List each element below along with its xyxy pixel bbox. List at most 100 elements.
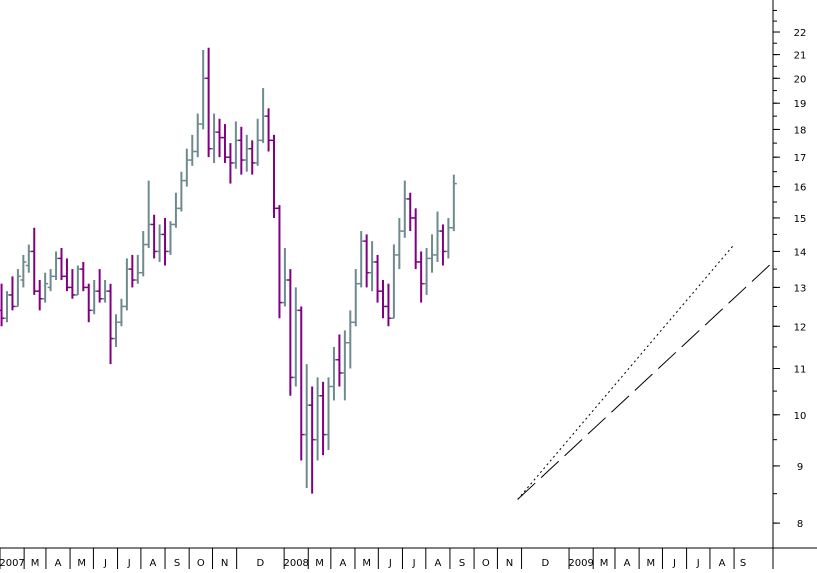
price-bar <box>369 241 376 292</box>
price-bar <box>69 269 76 299</box>
x-tick-label: A <box>434 558 441 569</box>
price-bar <box>429 234 436 273</box>
price-bar <box>25 244 32 273</box>
price-bar <box>450 174 457 232</box>
y-tick-label: 17 <box>794 153 807 164</box>
x-tick-label: A <box>624 558 631 569</box>
price-bar <box>396 217 403 270</box>
y-tick-label: 12 <box>794 322 807 333</box>
x-tick-label: 2009 <box>568 558 593 569</box>
price-bar <box>358 231 365 288</box>
price-bar <box>74 265 81 296</box>
price-bar <box>423 247 430 295</box>
price-bar <box>265 108 272 152</box>
price-bar <box>112 314 119 347</box>
x-tick-label: O <box>197 558 205 569</box>
price-bar <box>4 291 11 323</box>
price-bar <box>401 180 408 238</box>
price-bar <box>232 121 239 169</box>
price-bar <box>434 211 441 262</box>
price-bar <box>445 217 452 259</box>
price-bar <box>292 287 299 387</box>
price-bar <box>243 134 250 172</box>
price-bar <box>123 258 130 311</box>
y-tick-label: 10 <box>794 411 807 422</box>
price-bar <box>42 272 49 303</box>
price-bar <box>325 377 332 451</box>
price-bar <box>167 221 174 255</box>
price-bar <box>407 192 414 232</box>
price-bar <box>91 279 98 315</box>
price-bar <box>63 258 70 292</box>
x-tick-label: 2008 <box>283 558 308 569</box>
x-tick-label: N <box>221 558 228 569</box>
price-bar <box>254 118 261 166</box>
price-bar <box>102 279 109 303</box>
price-bar <box>58 247 65 280</box>
x-tick-label: S <box>740 558 746 569</box>
price-bar <box>80 261 87 292</box>
x-tick-label: M <box>77 558 86 569</box>
price-bar <box>134 254 141 284</box>
x-tick-label: J <box>412 558 416 569</box>
y-tick-label: 15 <box>794 214 807 225</box>
price-bar <box>227 143 234 184</box>
y-tick-label: 20 <box>794 74 807 85</box>
x-tick-label: J <box>127 558 131 569</box>
price-bar <box>341 330 348 401</box>
price-bar <box>129 254 136 288</box>
price-bar <box>9 276 16 311</box>
x-tick-label: M <box>31 558 40 569</box>
price-bar <box>439 224 446 266</box>
x-tick-label: M <box>600 558 609 569</box>
price-bar <box>320 381 327 456</box>
x-tick-label: N <box>506 558 513 569</box>
y-tick-label: 13 <box>794 283 807 294</box>
price-bar <box>374 254 381 303</box>
y-tick-label: 22 <box>794 28 807 39</box>
price-bar <box>287 269 294 396</box>
y-tick-label: 19 <box>794 99 807 110</box>
y-tick-label: 8 <box>797 519 803 530</box>
y-tick-label: 16 <box>794 183 807 194</box>
price-bar <box>145 180 152 248</box>
price-bar <box>0 283 5 327</box>
price-bar <box>249 140 256 175</box>
x-tick-label: M <box>362 558 371 569</box>
price-bar <box>352 269 359 327</box>
x-tick-label: M <box>646 558 655 569</box>
x-tick-label: D <box>541 558 549 569</box>
price-bar <box>85 283 92 323</box>
price-bar <box>178 171 185 212</box>
x-tick-label: A <box>719 558 726 569</box>
price-bar <box>47 269 54 292</box>
price-bar <box>151 214 158 259</box>
price-bar <box>107 283 114 365</box>
price-bar <box>418 251 425 303</box>
price-bar <box>216 118 223 158</box>
price-bar <box>118 298 125 327</box>
price-bar <box>412 208 419 270</box>
x-tick-label: A <box>339 558 346 569</box>
price-bar <box>309 386 316 494</box>
price-bar <box>336 334 343 387</box>
price-bar <box>14 269 21 308</box>
price-bar <box>211 113 218 163</box>
x-tick-label: O <box>482 558 490 569</box>
price-bar <box>53 251 60 280</box>
price-bar <box>330 346 337 401</box>
x-tick-label: J <box>696 558 700 569</box>
price-bar <box>36 279 43 311</box>
price-bar <box>385 283 392 327</box>
x-tick-label: D <box>257 558 265 569</box>
price-bar <box>200 50 207 130</box>
price-bar <box>303 364 310 488</box>
y-tick-label: 9 <box>797 462 803 473</box>
price-bar <box>194 113 201 158</box>
trendline-dotted <box>517 244 735 500</box>
x-tick-label: A <box>55 558 62 569</box>
price-bar <box>221 124 228 163</box>
price-bar <box>156 224 163 262</box>
price-bar <box>281 247 288 307</box>
